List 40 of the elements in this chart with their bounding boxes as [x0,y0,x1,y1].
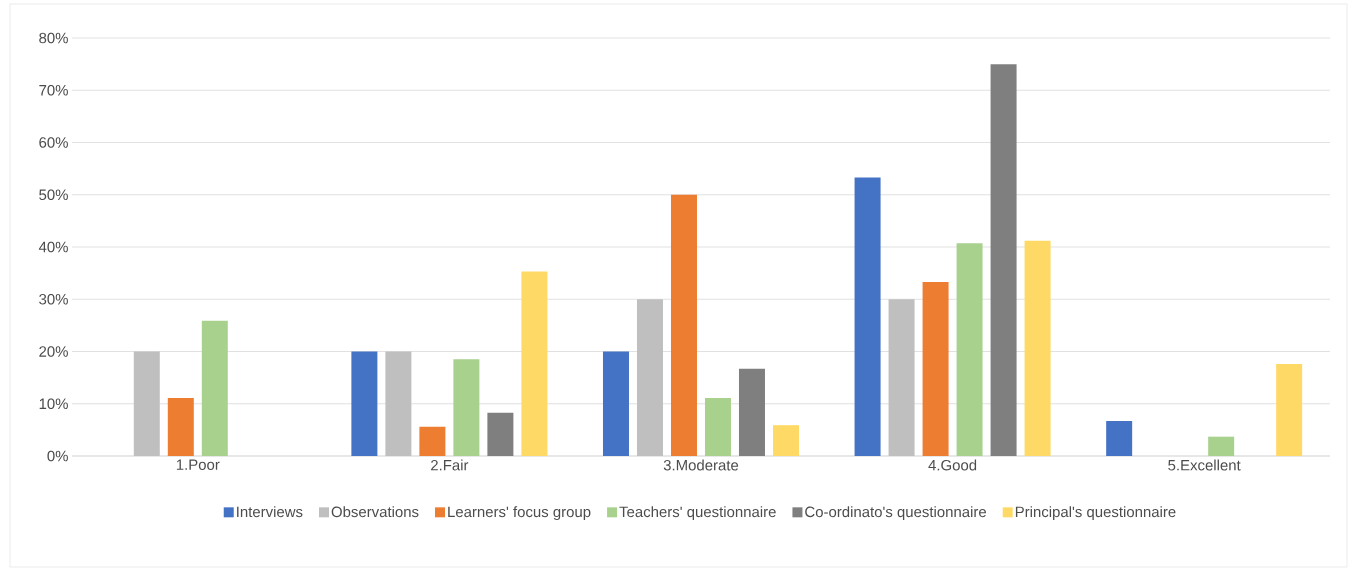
bar [453,359,480,456]
bar [602,351,629,456]
x-tick-label: 5.Excellent [1168,459,1241,471]
legend-label: Interviews [237,506,303,518]
bar [351,351,378,456]
x-tick-label: 2.Fair [431,459,469,471]
bar [1208,436,1235,456]
bar [487,412,514,456]
bar [1276,364,1303,456]
bar [419,426,446,456]
y-tick-label: 30% [39,293,68,305]
legend-label: Principal's questionnaire [1015,506,1176,521]
bar [521,271,548,456]
y-tick-label: 0% [47,450,68,462]
legend-label: Co-ordinato's questionnaire [805,506,986,521]
legend-label: Teachers' questionnaire [619,506,776,521]
y-tick-label: 40% [38,241,68,253]
bar [1106,420,1133,456]
x-tick-label: 4.Good [928,459,977,471]
y-tick-label: 60% [39,137,68,148]
bar [854,177,881,456]
bar [670,194,697,456]
bar [1024,240,1051,456]
bar [922,282,949,456]
bar [990,64,1017,456]
y-tick-label: 20% [39,346,68,357]
bar [956,243,983,456]
legend-label: Learners' focus group [448,506,591,521]
y-tick-label: 70% [39,84,68,96]
bar [167,398,194,456]
x-tick-label: 3.Moderate [663,459,739,471]
x-tick-label: 1.Poor [176,459,220,470]
legend-label: Observations [331,506,419,518]
bar [738,368,765,456]
bar [772,425,799,456]
bar [704,398,731,456]
y-tick-label: 50% [39,189,68,201]
y-tick-label: 80% [39,32,68,44]
bar [201,320,228,456]
y-tick-label: 10% [39,398,68,410]
